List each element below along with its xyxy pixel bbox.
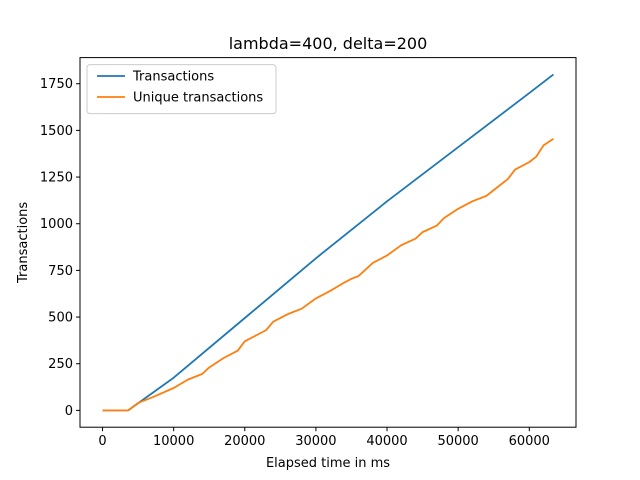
y-axis-label: Transactions [16,202,31,284]
y-tick-label: 1250 [40,171,73,186]
plot-area [79,57,577,428]
y-tick-label: 0 [65,404,73,419]
y-tick-label: 1750 [40,77,73,92]
y-tick-label: 500 [48,311,73,326]
x-tick-label: 10000 [153,434,194,449]
x-tick-label: 0 [98,434,106,449]
y-tick-label: 250 [48,357,73,372]
chart-title: lambda=400, delta=200 [229,34,428,53]
y-tick-label: 750 [48,264,73,279]
legend: Transactions Unique transactions [86,64,277,115]
x-tick-label: 20000 [224,434,265,449]
x-axis-ticks: 0 10000 20000 30000 40000 50000 60000 [98,427,550,449]
legend-box [86,64,277,115]
x-axis-label: Elapsed time in ms [266,456,390,471]
series-line-transactions [102,73,555,412]
x-tick-label: 50000 [437,434,478,449]
legend-label-unique-transactions: Unique transactions [133,91,263,106]
x-tick-label: 40000 [366,434,407,449]
x-tick-label: 30000 [295,434,336,449]
y-axis-ticks: 0 250 500 750 1000 1250 1500 1750 [40,77,80,419]
y-tick-label: 1500 [40,124,73,139]
series-layer [102,73,555,412]
series-line-unique-transactions [102,138,554,412]
y-tick-label: 1000 [40,217,73,232]
legend-label-transactions: Transactions [132,70,214,85]
x-tick-label: 60000 [509,434,550,449]
